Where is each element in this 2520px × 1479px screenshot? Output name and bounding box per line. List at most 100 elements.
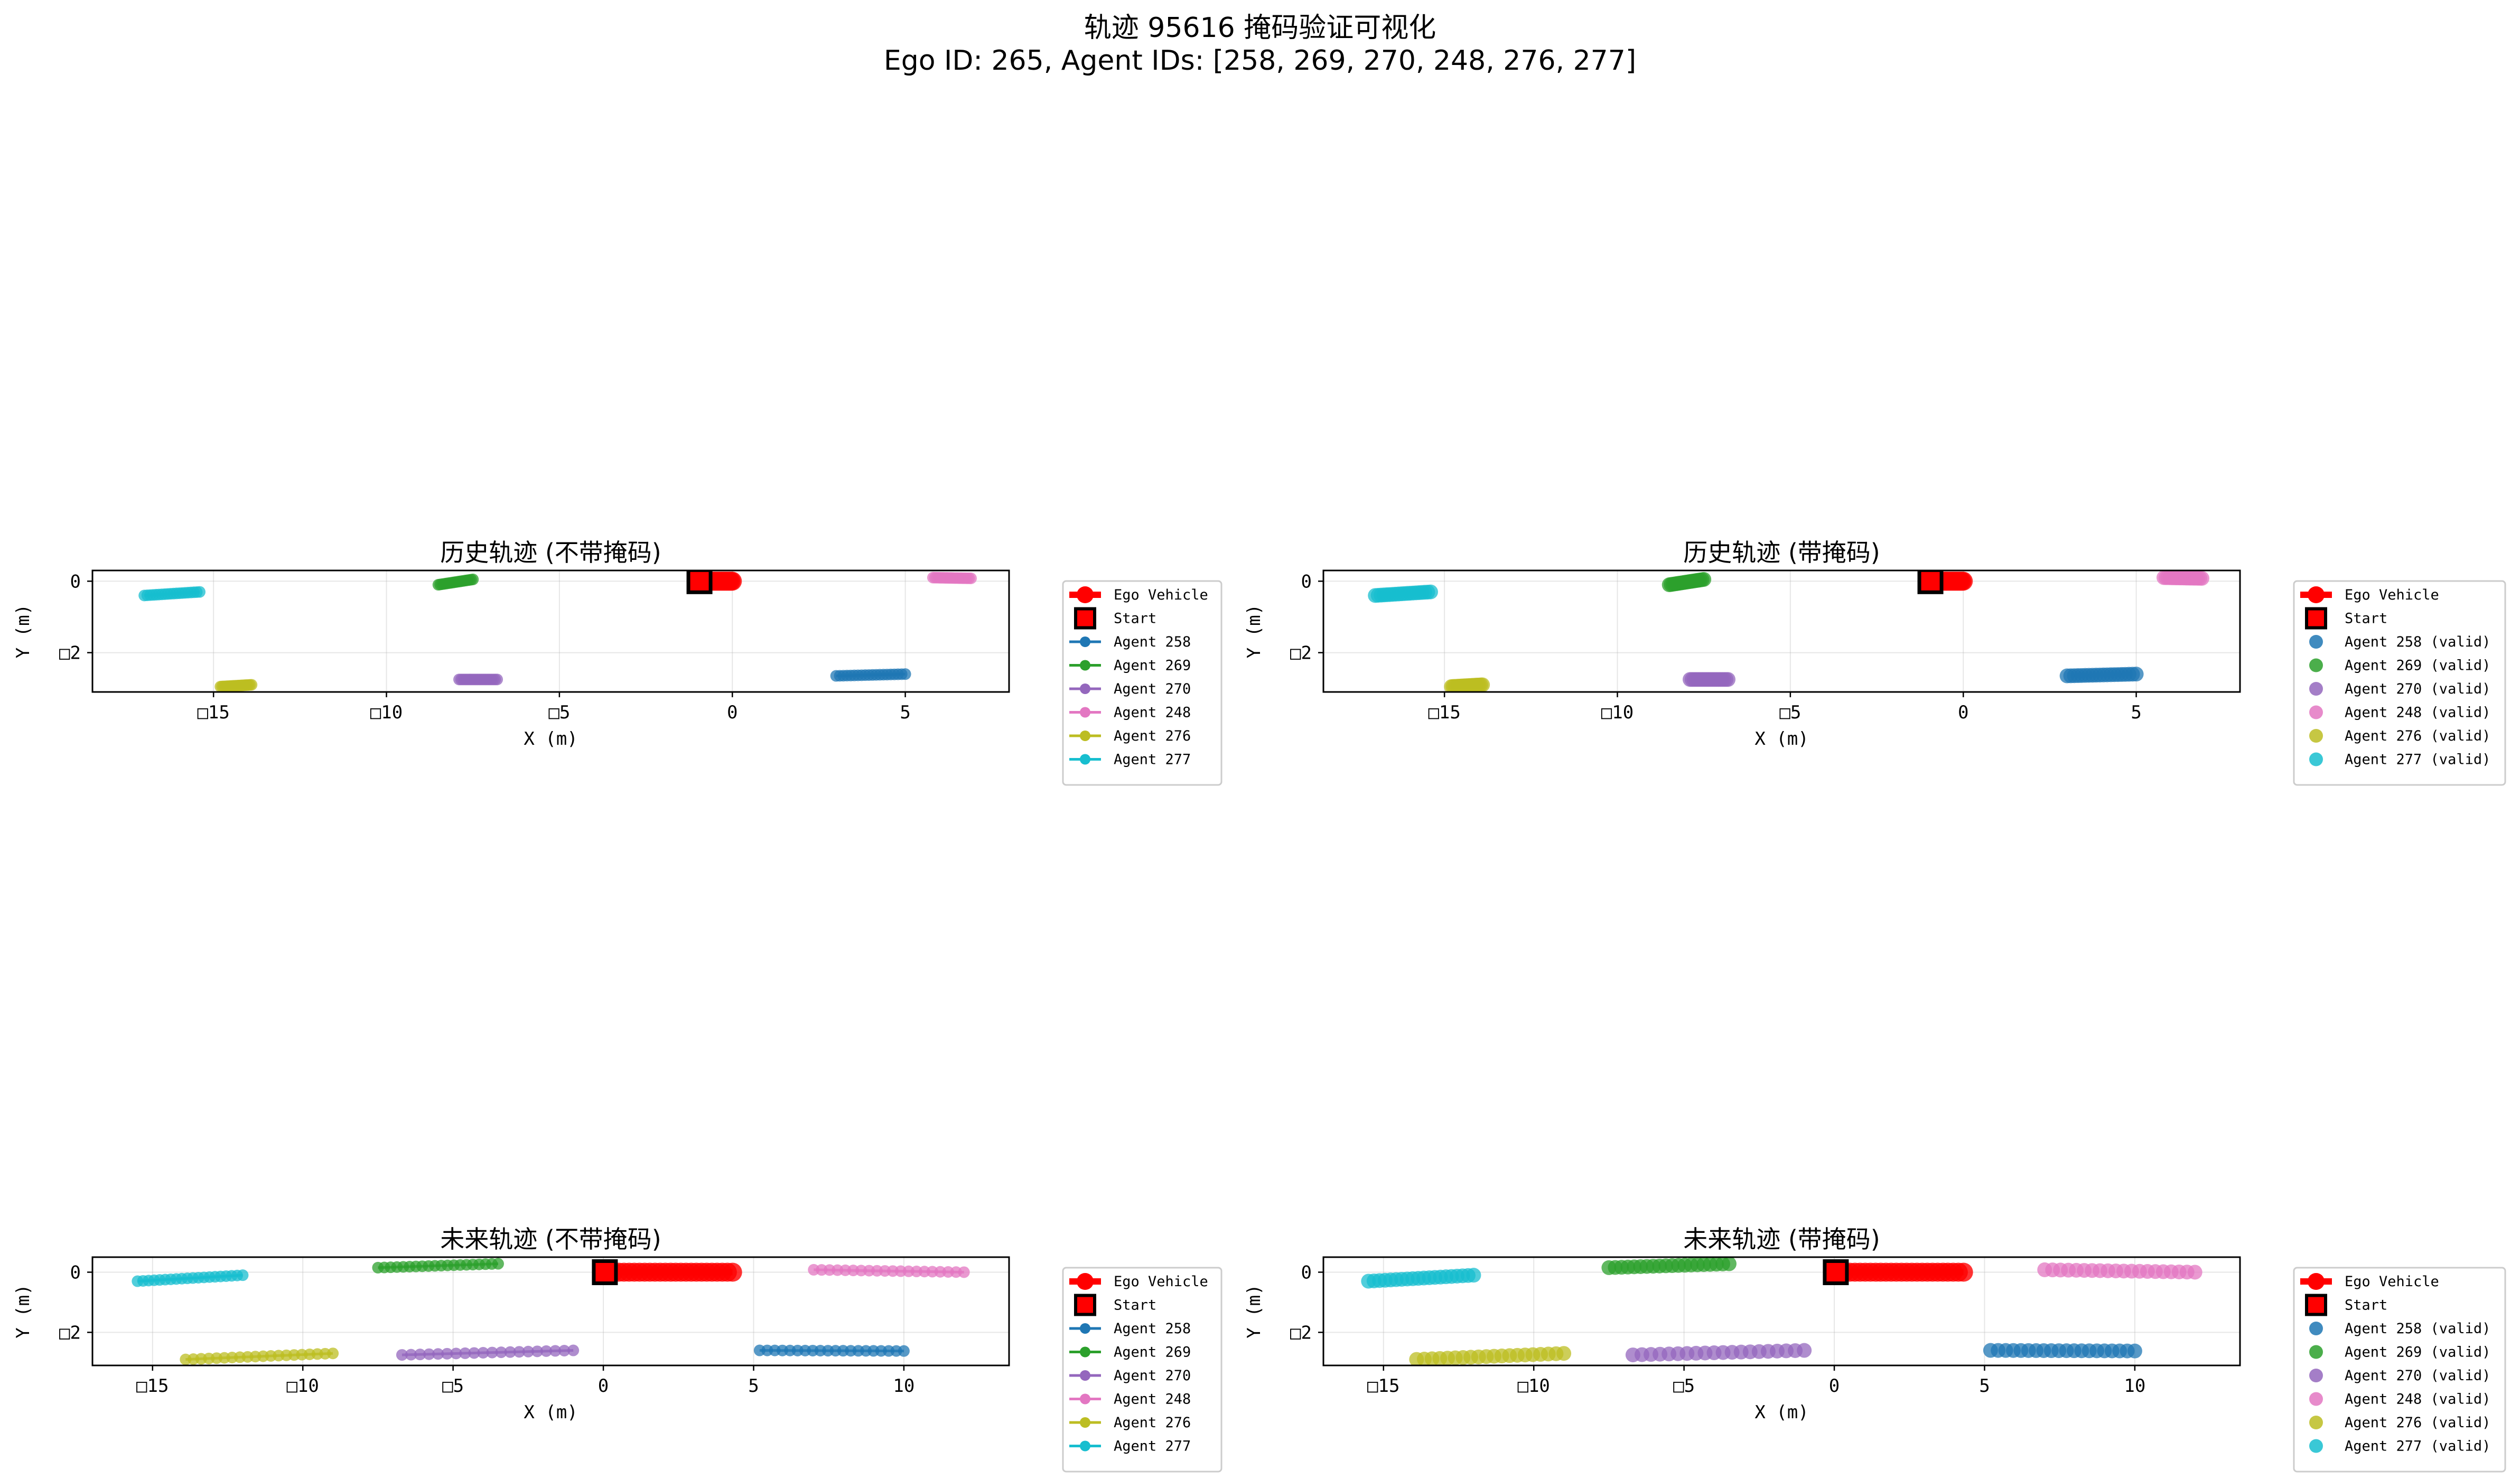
plot-area [1361,1257,2202,1365]
start-marker [686,570,713,594]
legend-label: Ego Vehicle [1114,1274,1208,1290]
legend-handle-marker [1080,707,1090,718]
legend-item: Ego Vehicle [2300,1273,2439,1290]
legend-handle-marker [2309,635,2323,649]
x-tick-label: 5 [900,702,910,723]
series-agent-269 [1601,1257,1737,1275]
y-tick-label: 0 [70,1262,81,1283]
legend-item: Ego Vehicle [1069,586,1208,603]
legend-item: Start [2305,1294,2387,1316]
data-point [1423,584,1438,600]
series-agent-270 [453,673,503,686]
series-agent-269 [432,573,479,591]
panel-history-masked: 历史轨迹 (带掩码) □15 □10 □5 0 5 0 □2 X (m) Y (m) Ego Veh… [1244,538,2506,786]
legend-label: Agent 277 (valid) [2345,752,2490,768]
legend-handle-marker [2309,1345,2323,1359]
x-tick-label: 0 [598,1375,609,1397]
x-tick-label: □15 [197,702,229,723]
series-agent-277 [1361,1268,1481,1289]
legend-handle-marker [2309,1439,2323,1453]
legend-label: Agent 258 (valid) [2345,1321,2490,1337]
ego-point [1954,572,1973,591]
legend-handle-marker [1074,1294,1096,1316]
legend-item: Agent 248 [1069,705,1191,721]
legend-handle-marker [2305,607,2327,630]
legend-item: Agent 277 (valid) [2309,752,2490,768]
series-agent-270 [396,1344,580,1361]
data-point [549,1345,562,1357]
legend-handle-marker [1080,1440,1090,1452]
x-axis-label: X (m) [524,1402,577,1423]
legend-item: Agent 270 (valid) [2309,681,2490,697]
x-axis-label: X (m) [1754,728,1808,750]
legend: Ego Vehicle Start Agent 258 (valid) Agent 2… [2293,1267,2506,1473]
legend-label: Agent 258 [1114,634,1191,650]
legend-handle-marker [2309,682,2323,696]
panel-title: 历史轨迹 (不带掩码) [440,538,661,567]
legend-label: Agent 258 (valid) [2345,634,2490,650]
legend-item: Agent 276 (valid) [2309,1415,2490,1431]
legend-label: Agent 248 [1114,1391,1191,1408]
legend-label: Start [2345,1297,2387,1314]
x-tick-label: □5 [1673,1375,1695,1397]
data-point [2129,667,2144,682]
legend-label: Agent 248 (valid) [2345,705,2490,721]
y-axis-label: Y (m) [13,1284,34,1338]
data-point [1721,1257,1737,1271]
series-agent-258 [1983,1343,2142,1359]
panel-future-unmasked: 未来轨迹 (不带掩码) □15 □10 □5 0 5 10 0 □2 X (m) Y (m) Ego … [13,1225,1222,1473]
series-agent-248 [808,1263,970,1278]
figure-title-line1: 轨迹 95616 掩码验证可视化 [1084,12,1436,44]
panel-history-unmasked: 历史轨迹 (不带掩码) □15 □10 □5 0 5 0 □2 X (m) Y (m) Ego Ve… [13,538,1222,786]
legend-handle-marker [1077,1273,1094,1290]
data-point [958,1266,970,1278]
x-tick-label: 10 [2124,1375,2145,1397]
legend-item: Ego Vehicle [2300,586,2439,603]
y-axis-label: Y (m) [1244,604,1265,658]
series-agent-277 [1368,584,1438,603]
legend-label: Ego Vehicle [2345,1274,2439,1290]
x-tick-label: 0 [727,702,738,723]
data-point [540,1345,552,1357]
axes-frame [91,1256,1010,1366]
axes-frame [91,569,1010,693]
data-point [567,1344,580,1356]
legend-handle-marker [2308,1273,2325,1290]
data-point [1721,672,1736,687]
x-tick-label: □15 [136,1375,169,1397]
x-tick-label: □10 [1517,1375,1550,1397]
legend-label: Start [1114,611,1156,627]
x-axis-label: X (m) [1754,1402,1808,1423]
ego-point [723,1262,742,1282]
data-point [2187,1265,2202,1280]
series-agent-258 [830,668,911,682]
data-point [486,1346,498,1359]
data-point [1475,677,1490,692]
legend-handle-marker [1080,1323,1090,1334]
data-point [441,1347,453,1360]
start-marker [1917,570,1944,594]
x-tick-label: 0 [1829,1375,1840,1397]
legend-box [1062,580,1222,786]
legend-label: Agent 248 [1114,705,1191,721]
data-point [405,1349,417,1361]
x-tick-label: □5 [548,702,570,723]
legend-label: Agent 269 [1114,658,1191,674]
ego-point [1954,1262,1973,1282]
y-tick-label: □2 [59,643,81,664]
legend-box [1062,1267,1222,1473]
legend-label: Agent 269 (valid) [2345,1344,2490,1361]
y-tick-label: □2 [1290,643,1312,664]
start-marker [1823,1259,1849,1285]
panel-future-masked: 未来轨迹 (带掩码) □15 □10 □5 0 5 10 0 □2 X (m) Y (m) Ego V… [1244,1225,2506,1473]
panel-title: 未来轨迹 (不带掩码) [440,1225,661,1253]
legend-label: Agent 270 [1114,681,1191,697]
legend-handle-marker [1080,684,1090,694]
legend-handle-marker [2309,705,2323,719]
legend-handle-marker [1080,636,1090,647]
legend-item: Agent 248 (valid) [2309,1391,2490,1408]
data-point [513,1346,525,1358]
legend-item: Agent 269 (valid) [2309,1344,2490,1361]
plot-area [1368,570,2209,692]
legend-label: Agent 270 [1114,1368,1191,1384]
